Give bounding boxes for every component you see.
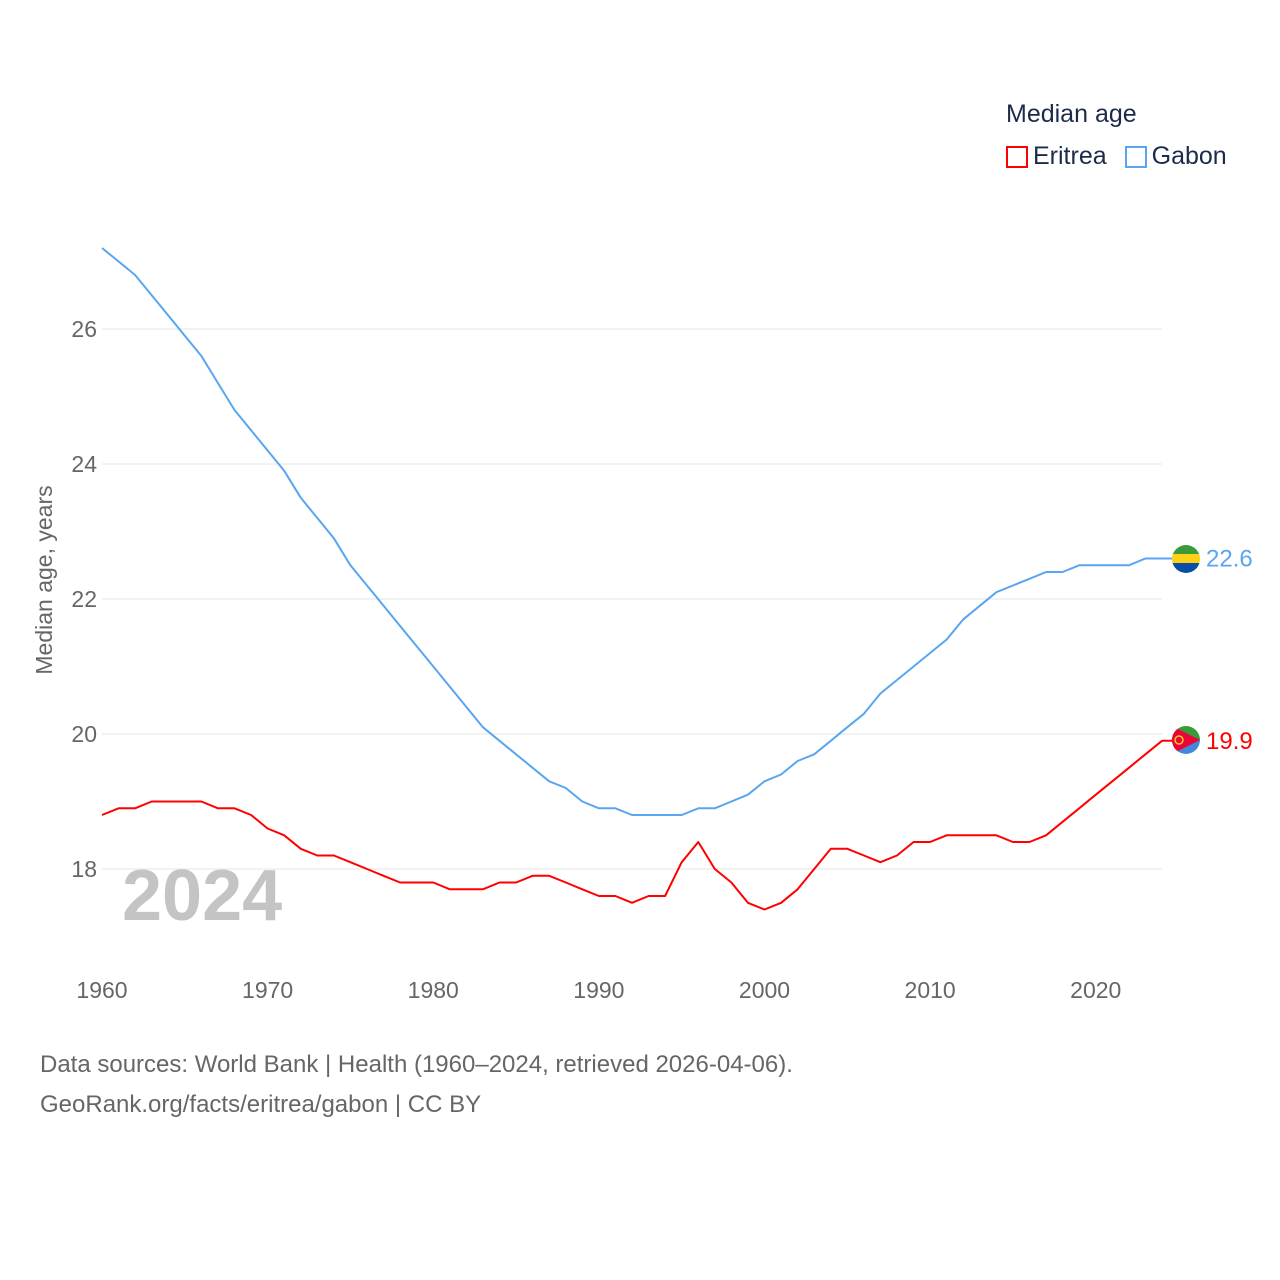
legend-item-gabon[interactable]: Gabon xyxy=(1124,142,1227,171)
x-tick-label: 1980 xyxy=(408,977,459,1003)
end-value-label-eritrea: 19.9 xyxy=(1206,728,1253,755)
end-value-label-gabon: 22.6 xyxy=(1206,546,1253,573)
y-tick-label: 24 xyxy=(71,451,97,477)
year-watermark: 2024 xyxy=(122,856,282,936)
y-tick-label: 26 xyxy=(71,316,97,342)
x-tick-label: 2010 xyxy=(905,977,956,1003)
series-line-gabon xyxy=(101,247,1174,816)
gabon-swatch-icon xyxy=(1124,145,1147,168)
x-tick-label: 2000 xyxy=(739,977,790,1003)
x-tick-label: 1990 xyxy=(573,977,624,1003)
eritrea-swatch-icon xyxy=(1006,145,1028,168)
gabon-flag-icon xyxy=(1172,545,1200,573)
source-line: Data sources: World Bank | Health (1960–… xyxy=(40,1051,793,1078)
source-note: Data sources: World Bank | Health (1960–… xyxy=(40,1045,793,1125)
y-tick-label: 22 xyxy=(71,586,97,612)
series-line-eritrea xyxy=(101,739,1174,911)
legend-title: Median age xyxy=(1006,100,1137,128)
y-tick-label: 18 xyxy=(71,856,97,882)
x-tick-label: 2020 xyxy=(1070,977,1121,1003)
x-tick-label: 1970 xyxy=(242,977,293,1003)
legend-item-eritrea[interactable]: Eritrea xyxy=(1006,142,1107,171)
x-tick-label: 1960 xyxy=(76,977,127,1003)
source-link[interactable]: GeoRank.org/facts/eritrea/gabon | CC BY xyxy=(40,1091,482,1118)
legend-label: Eritrea xyxy=(1033,142,1107,170)
y-tick-label: 20 xyxy=(71,721,97,747)
y-axis-label: Median age, years xyxy=(31,485,57,674)
legend: Eritrea Gabon xyxy=(1006,142,1227,171)
eritrea-flag-icon xyxy=(1172,726,1200,754)
legend-label: Gabon xyxy=(1151,142,1227,170)
